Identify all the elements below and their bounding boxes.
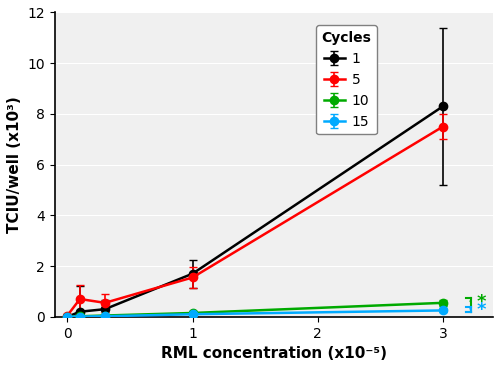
Text: *: * xyxy=(477,293,486,311)
Legend: 1, 5, 10, 15: 1, 5, 10, 15 xyxy=(316,25,377,134)
Y-axis label: TCIU/well (x10³): TCIU/well (x10³) xyxy=(7,96,22,233)
X-axis label: RML concentration (x10⁻⁵): RML concentration (x10⁻⁵) xyxy=(161,346,387,361)
Text: *: * xyxy=(477,301,486,319)
